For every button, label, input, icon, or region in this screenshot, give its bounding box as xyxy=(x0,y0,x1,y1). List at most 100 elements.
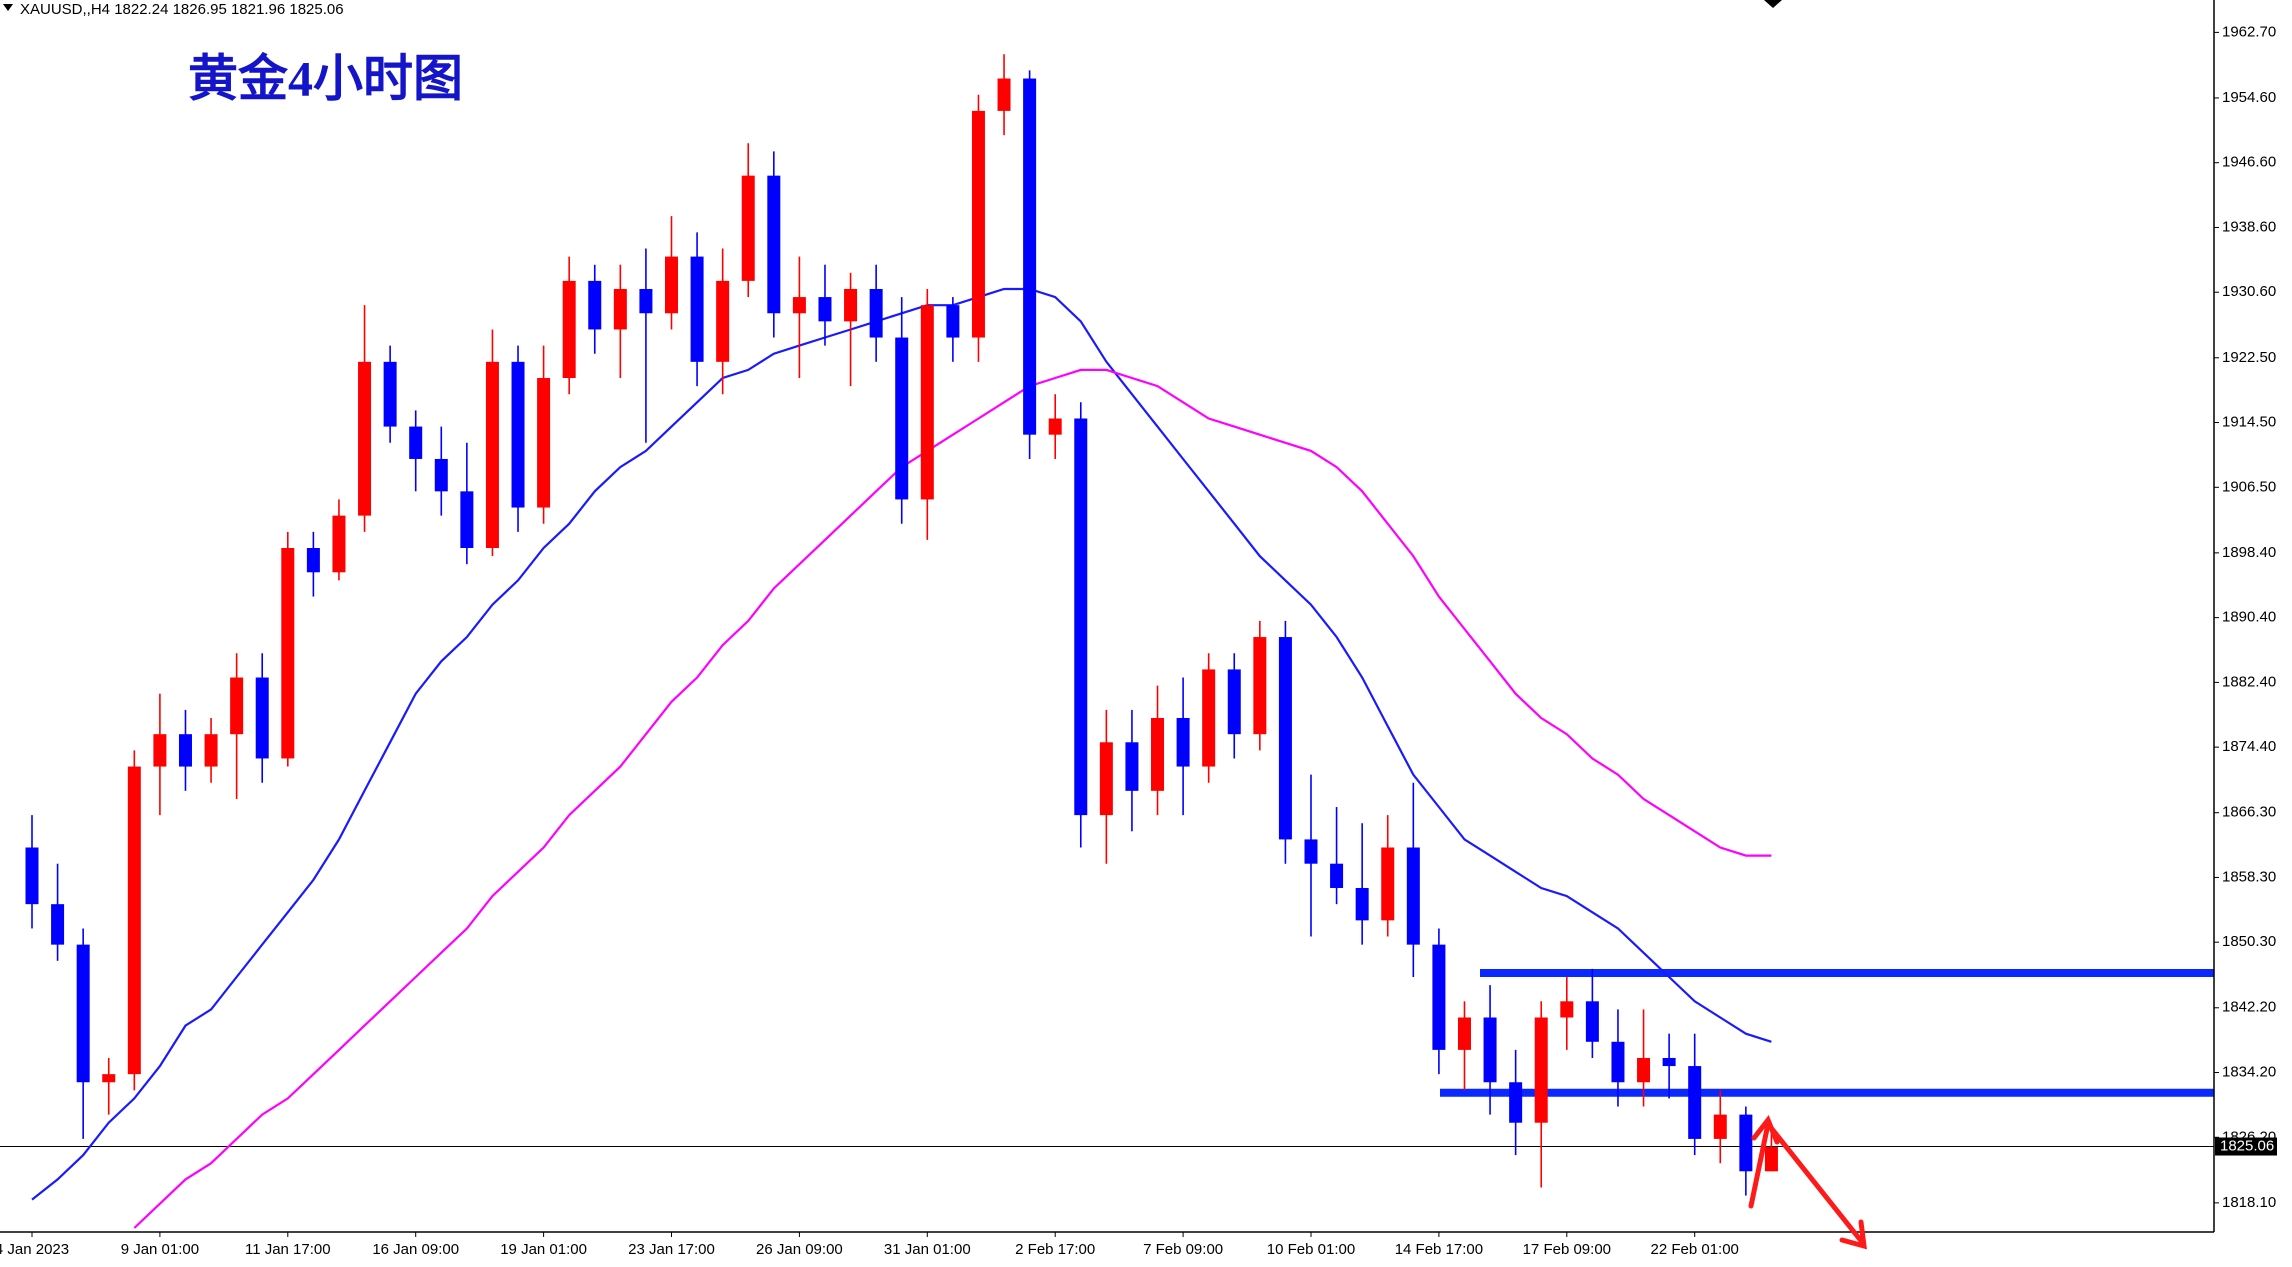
x-tick-label: 2 Feb 17:00 xyxy=(1015,1241,1095,1258)
header-text: XAUUSD,,H4 1822.24 1826.95 1821.96 1825.… xyxy=(20,1,344,18)
candle xyxy=(1534,1001,1548,1188)
candle xyxy=(1355,823,1369,945)
candle-body xyxy=(1764,1147,1778,1172)
candle-body xyxy=(665,256,678,314)
y-tick-label: 1954.60 xyxy=(2222,89,2276,106)
candle-body xyxy=(306,548,320,573)
candle-body xyxy=(460,491,474,549)
y-tick-label: 1914.50 xyxy=(2222,414,2276,431)
candle xyxy=(1278,620,1292,864)
x-tick-label: 19 Jan 01:00 xyxy=(500,1241,587,1258)
x-tick-label: 23 Jan 17:00 xyxy=(628,1241,715,1258)
candle xyxy=(895,297,909,524)
candle-body xyxy=(1099,742,1113,816)
candle-body xyxy=(127,766,141,1075)
candle xyxy=(1381,815,1395,937)
y-tick-label: 1922.50 xyxy=(2222,349,2276,366)
candle-body xyxy=(1304,839,1318,864)
candle-body xyxy=(818,297,832,322)
candle xyxy=(971,94,985,362)
candle-body xyxy=(869,288,883,338)
candle xyxy=(1151,685,1165,816)
candle xyxy=(409,410,423,492)
y-tick-label: 1962.70 xyxy=(2222,23,2276,40)
candle-body xyxy=(1406,847,1420,945)
candle xyxy=(1432,928,1446,1075)
plot-area xyxy=(0,54,2214,1229)
candle xyxy=(1457,1001,1471,1091)
candle xyxy=(1048,394,1062,459)
candle-body xyxy=(1048,418,1062,435)
candle xyxy=(1074,402,1088,848)
candle xyxy=(1202,653,1216,783)
candle-body xyxy=(102,1074,116,1083)
candle xyxy=(485,329,499,557)
candle xyxy=(1125,709,1139,832)
candle-body xyxy=(332,515,346,573)
candle-body xyxy=(1253,637,1267,735)
x-tick-label: 4 Jan 2023 xyxy=(0,1241,69,1258)
arrow-down xyxy=(1765,1121,1865,1245)
arrow-up xyxy=(1748,1121,1771,1209)
candle xyxy=(869,264,883,362)
candle-body xyxy=(1483,1017,1497,1083)
candle-body xyxy=(844,288,858,322)
candle xyxy=(1406,782,1420,978)
candle xyxy=(51,863,65,961)
candle xyxy=(383,345,397,443)
y-tick-label: 1866.30 xyxy=(2222,804,2276,821)
x-tick-label: 17 Feb 09:00 xyxy=(1523,1241,1611,1258)
candle xyxy=(1585,968,1599,1058)
candle-body xyxy=(946,305,960,338)
candle xyxy=(716,248,730,395)
y-tick-label: 1842.20 xyxy=(2222,999,2276,1016)
candle xyxy=(230,653,244,799)
candle xyxy=(844,272,858,387)
header-triangle xyxy=(3,4,13,11)
candle-body xyxy=(767,175,781,314)
candle xyxy=(1713,1090,1727,1164)
candle-body xyxy=(613,288,627,330)
candle xyxy=(792,256,806,379)
candle-body xyxy=(51,904,65,945)
last-price-label: 1825.06 xyxy=(2220,1137,2274,1154)
x-tick-label: 26 Jan 09:00 xyxy=(756,1241,843,1258)
candle xyxy=(306,531,320,597)
candle-body xyxy=(1637,1057,1651,1083)
x-tick-label: 22 Feb 01:00 xyxy=(1650,1241,1738,1258)
y-tick-label: 1930.60 xyxy=(2222,283,2276,300)
candle xyxy=(204,717,218,783)
x-tick-label: 16 Jan 09:00 xyxy=(372,1241,459,1258)
candle-body xyxy=(537,378,551,508)
candle-body xyxy=(792,297,806,314)
candle-body xyxy=(281,548,295,759)
x-tick-label: 14 Feb 17:00 xyxy=(1395,1241,1483,1258)
candle xyxy=(255,653,269,783)
candle xyxy=(741,143,755,298)
candle xyxy=(332,499,346,581)
candle-body xyxy=(511,361,525,508)
candle xyxy=(690,232,704,387)
candle-body xyxy=(639,288,653,314)
candle-body xyxy=(1509,1082,1523,1123)
candle xyxy=(1739,1106,1753,1196)
candle-body xyxy=(434,458,448,492)
candle-body xyxy=(1023,78,1037,435)
candle-body xyxy=(1381,847,1395,921)
candle-body xyxy=(562,280,576,379)
candle xyxy=(946,297,960,362)
candle xyxy=(537,345,551,524)
candle-body xyxy=(1432,944,1446,1050)
x-tick-label: 31 Jan 01:00 xyxy=(884,1241,971,1258)
candle-body xyxy=(997,78,1011,111)
candle-body xyxy=(76,944,90,1083)
candle xyxy=(102,1057,116,1115)
chart-title: 黄金4小时图 xyxy=(188,50,463,106)
candle xyxy=(1509,1049,1523,1156)
candle xyxy=(1227,653,1241,759)
candle-body xyxy=(1227,669,1241,735)
y-tick-label: 1906.50 xyxy=(2222,478,2276,495)
candle xyxy=(358,305,372,532)
candle xyxy=(1330,807,1344,905)
